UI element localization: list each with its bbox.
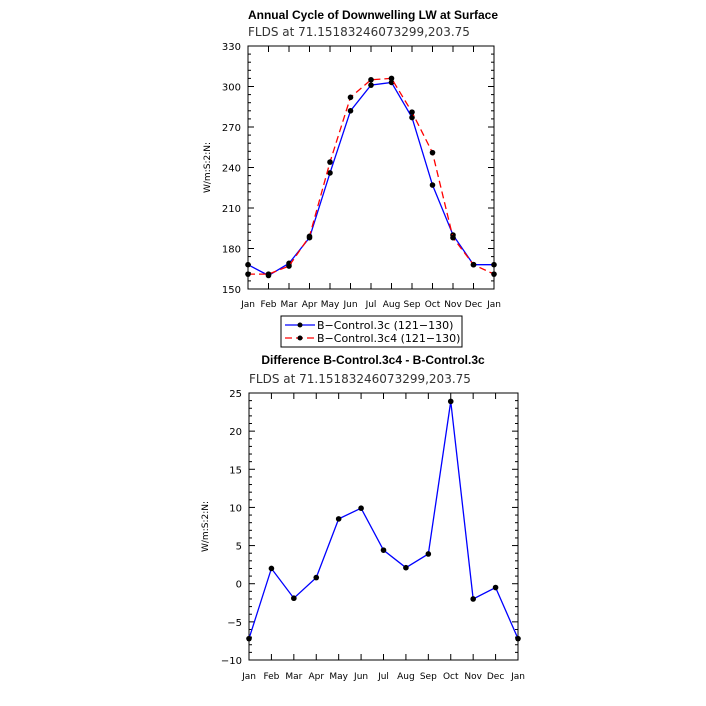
y-tick-label: −10 xyxy=(221,656,242,667)
y-tick-label: 20 xyxy=(229,427,242,438)
data-point xyxy=(368,82,374,88)
legend-marker xyxy=(297,335,303,341)
y-tick-label: 180 xyxy=(222,245,241,256)
y-tick-label: 5 xyxy=(236,542,242,553)
data-point xyxy=(313,574,320,581)
x-tick-label: Oct xyxy=(443,672,459,682)
data-point xyxy=(470,261,477,268)
x-tick-label: Feb xyxy=(261,300,277,310)
legend-label-1: B−Control.3c (121−130) xyxy=(317,319,453,332)
x-tick-label: Dec xyxy=(465,300,482,310)
plot-frame xyxy=(248,392,519,661)
data-point xyxy=(429,149,436,156)
y-tick-label: −5 xyxy=(227,618,242,629)
x-tick-label: May xyxy=(329,672,348,682)
y-tick-label: 0 xyxy=(236,580,242,591)
chart-subtitle-2: FLDS at 71.15183246073299,203.75 xyxy=(249,372,471,386)
data-point xyxy=(368,76,374,83)
y-tick-label: 15 xyxy=(229,465,242,476)
data-point xyxy=(515,635,521,642)
x-tick-label: Oct xyxy=(425,300,441,310)
data-point xyxy=(245,271,251,277)
x-tick-label: Jan xyxy=(510,672,525,682)
x-tick-label: Sep xyxy=(404,300,421,310)
series-line-2 xyxy=(248,77,495,275)
data-point xyxy=(347,94,354,101)
x-tick-label: Sep xyxy=(420,672,437,682)
x-tick-label: Jan xyxy=(486,300,501,310)
legend-box xyxy=(280,315,463,348)
x-tick-label: Jul xyxy=(365,300,377,310)
data-point xyxy=(388,75,395,82)
y-tick-label: 240 xyxy=(222,164,241,175)
y-tick-label: 25 xyxy=(229,389,242,400)
x-tick-label: Mar xyxy=(285,672,302,682)
x-tick-label: Apr xyxy=(302,300,318,310)
data-point xyxy=(491,271,497,277)
y-axis-label: W/m:S:2:N: xyxy=(203,142,213,193)
data-point xyxy=(291,595,297,602)
data-point xyxy=(327,159,333,165)
x-tick-label: Mar xyxy=(281,300,298,310)
data-point xyxy=(306,233,313,240)
legend-label-2: B−Control.3c4 (121−130) xyxy=(317,332,460,345)
legend-marker xyxy=(297,322,303,328)
y-tick-label: 150 xyxy=(222,285,241,296)
data-point xyxy=(268,565,275,572)
data-point xyxy=(380,547,387,553)
y-tick-label: 210 xyxy=(222,204,241,215)
x-tick-label: May xyxy=(321,300,340,310)
data-point xyxy=(265,271,272,277)
x-tick-label: Jan xyxy=(240,300,255,310)
x-tick-label: Feb xyxy=(263,672,279,682)
x-tick-label: Apr xyxy=(308,672,324,682)
data-point xyxy=(429,182,436,188)
x-tick-label: Jun xyxy=(353,672,368,682)
data-point xyxy=(335,516,342,522)
x-tick-label: Jun xyxy=(342,300,357,310)
x-tick-label: Nov xyxy=(444,300,462,310)
data-point xyxy=(246,635,252,642)
x-tick-label: Aug xyxy=(397,672,415,682)
data-point xyxy=(286,263,292,269)
data-point xyxy=(409,109,415,115)
data-point xyxy=(470,596,476,602)
data-point xyxy=(388,79,395,86)
data-point xyxy=(447,398,454,405)
chart-panel-1 xyxy=(245,45,497,348)
y-tick-label: 10 xyxy=(229,503,242,514)
x-tick-label: Nov xyxy=(464,672,482,682)
y-tick-label: 330 xyxy=(222,42,241,53)
chart-title-1: Annual Cycle of Downwelling LW at Surfac… xyxy=(248,8,498,22)
x-tick-label: Dec xyxy=(487,672,504,682)
data-point xyxy=(347,108,354,114)
data-point xyxy=(491,261,497,268)
data-point xyxy=(403,564,409,571)
data-point xyxy=(327,170,333,176)
x-tick-label: Aug xyxy=(383,300,401,310)
data-point xyxy=(492,584,499,591)
series-line-1 xyxy=(248,401,519,639)
chart-subtitle-1: FLDS at 71.15183246073299,203.75 xyxy=(248,25,470,39)
series-line-1 xyxy=(247,81,494,277)
chart-panel-2 xyxy=(246,392,521,661)
data-point xyxy=(245,261,251,268)
x-tick-label: Jan xyxy=(241,672,256,682)
y-axis-label: W/m:S:2:N: xyxy=(201,501,211,552)
data-point xyxy=(425,551,432,557)
chart-title-2: Difference B-Control.3c4 - B-Control.3c xyxy=(261,353,485,367)
y-tick-label: 270 xyxy=(222,123,241,134)
data-point xyxy=(358,505,364,511)
data-point xyxy=(450,234,456,241)
x-tick-label: Jul xyxy=(377,672,389,682)
y-tick-label: 300 xyxy=(222,83,241,94)
